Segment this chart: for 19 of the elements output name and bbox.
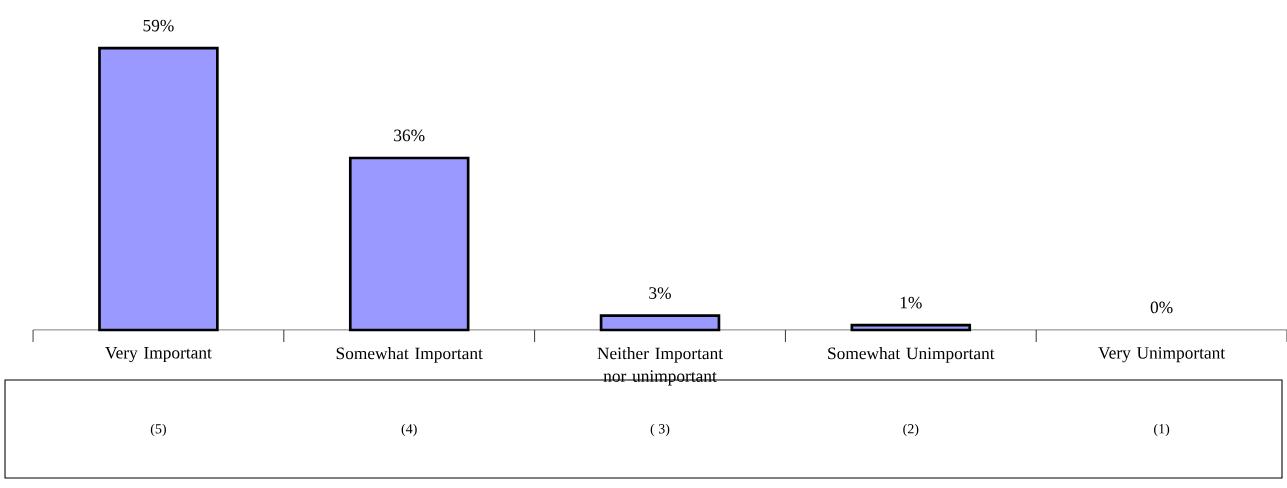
- text: (5): [150, 423, 166, 437]
- bar: [98, 46, 219, 332]
- bar: [599, 314, 721, 332]
- data-label: 36%: [394, 129, 425, 142]
- data-label: 3%: [649, 287, 671, 299]
- bar: [348, 156, 470, 332]
- text: ( 3): [650, 423, 670, 437]
- x-tick-label: Neither Important nor unimportant: [597, 347, 723, 386]
- x-tick-label: Somewhat Unimportant: [828, 347, 995, 363]
- x-tick-label: Very Unimportant: [1098, 347, 1226, 363]
- text: (2): [903, 423, 919, 437]
- data-label: 59%: [143, 19, 174, 32]
- text: (4): [401, 423, 417, 437]
- bar: [850, 323, 972, 332]
- x-tick-label: Somewhat Important: [336, 347, 483, 363]
- data-label: 1%: [900, 296, 922, 309]
- data-label: 0%: [1150, 301, 1173, 314]
- text: (1): [1154, 423, 1170, 437]
- x-tick-label: Very Important: [105, 347, 212, 363]
